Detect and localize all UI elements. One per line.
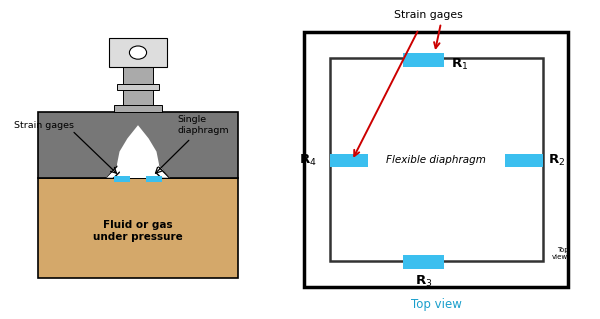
Text: Top view: Top view [411, 298, 461, 311]
Text: Flexible diaphragm: Flexible diaphragm [386, 154, 486, 165]
Bar [38, 178, 238, 278]
Bar [330, 58, 543, 261]
Text: R$_4$: R$_4$ [299, 153, 317, 168]
Bar [146, 176, 162, 182]
Bar [403, 53, 444, 67]
Bar [403, 255, 444, 269]
Bar [109, 38, 167, 67]
Polygon shape [138, 138, 170, 178]
Bar [304, 32, 568, 287]
Bar [38, 112, 238, 178]
Text: Strain gages: Strain gages [394, 10, 463, 20]
Ellipse shape [130, 46, 146, 59]
Polygon shape [106, 138, 170, 178]
Polygon shape [106, 138, 138, 178]
Bar [114, 105, 162, 112]
Text: R$_1$: R$_1$ [451, 56, 468, 72]
Text: Top
view: Top view [552, 247, 568, 260]
Text: R$_2$: R$_2$ [548, 153, 565, 168]
Polygon shape [117, 125, 159, 178]
Bar [330, 154, 368, 167]
Bar [505, 154, 543, 167]
Text: Fluid or gas
under pressure: Fluid or gas under pressure [93, 220, 183, 241]
Text: R$_3$: R$_3$ [415, 274, 432, 289]
Bar [117, 84, 159, 90]
Bar [114, 176, 130, 182]
Bar [124, 90, 152, 105]
Text: Single
diaphragm: Single diaphragm [178, 115, 229, 135]
Bar [124, 67, 152, 84]
Text: Strain gages: Strain gages [14, 121, 74, 130]
